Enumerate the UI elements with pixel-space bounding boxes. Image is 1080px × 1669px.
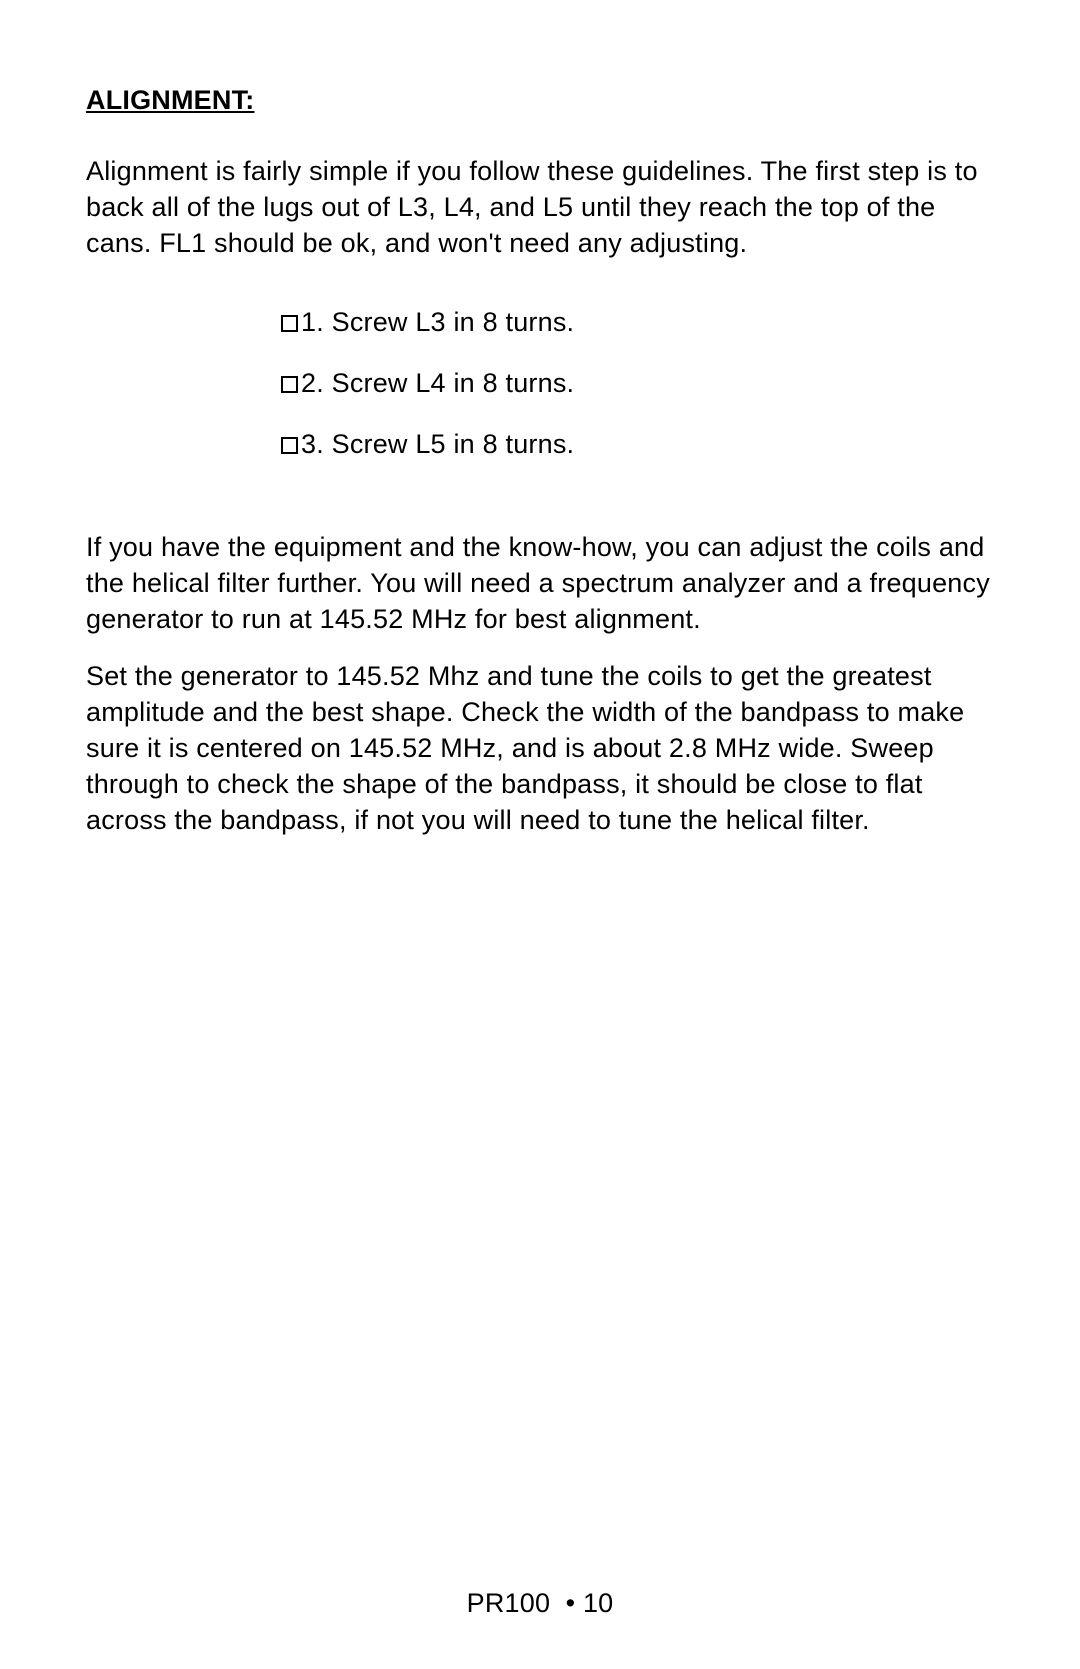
checklist: 1. Screw L3 in 8 turns. 2. Screw L4 in 8… bbox=[281, 307, 994, 460]
intro-paragraph: Alignment is fairly simple if you follow… bbox=[86, 154, 994, 262]
body-paragraph: If you have the equipment and the know-h… bbox=[86, 530, 994, 638]
section-heading: ALIGNMENT: bbox=[86, 85, 994, 116]
checklist-item: 1. Screw L3 in 8 turns. bbox=[281, 307, 994, 338]
checkbox-icon bbox=[281, 437, 298, 454]
footer-page-number: 10 bbox=[583, 1588, 613, 1618]
footer-model: PR100 bbox=[467, 1588, 551, 1618]
page-footer: PR100 • 10 bbox=[0, 1588, 1080, 1619]
bullet-icon: • bbox=[566, 1588, 576, 1618]
document-page: ALIGNMENT: Alignment is fairly simple if… bbox=[0, 0, 1080, 1669]
checklist-item-label: 2. Screw L4 in 8 turns. bbox=[301, 368, 574, 399]
checkbox-icon bbox=[281, 376, 298, 393]
body-paragraph: Set the generator to 145.52 Mhz and tune… bbox=[86, 659, 994, 839]
checklist-item-label: 1. Screw L3 in 8 turns. bbox=[301, 307, 574, 338]
checkbox-icon bbox=[281, 315, 298, 332]
checklist-item: 3. Screw L5 in 8 turns. bbox=[281, 429, 994, 460]
checklist-item-label: 3. Screw L5 in 8 turns. bbox=[301, 429, 574, 460]
checklist-item: 2. Screw L4 in 8 turns. bbox=[281, 368, 994, 399]
